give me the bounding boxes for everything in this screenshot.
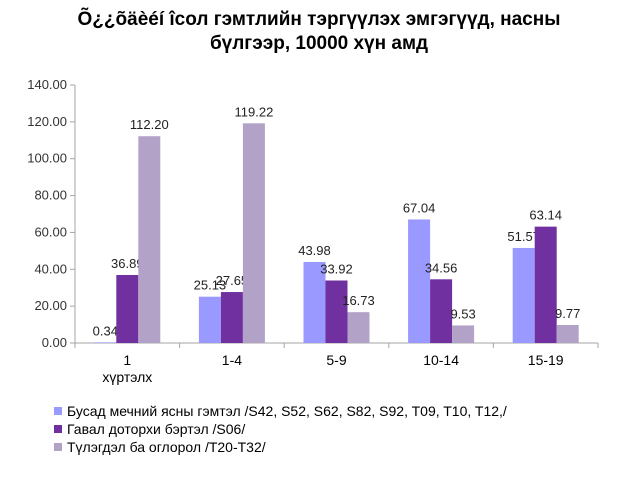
data-label-series-3: 119.22 [235,104,274,119]
y-tick-label: 60.00 [34,224,67,239]
bar-series-1 [198,296,221,343]
legend-swatch-series-1 [54,407,62,415]
data-label-series-3: 112.20 [130,117,169,132]
bar-series-2 [325,280,348,343]
legend-item-series-2: Гавал доторхи бэртэл /S06/ [54,420,507,438]
legend-swatch-series-3 [54,443,62,451]
chart-title-line-2: бүлгээр, 10000 хүн амд [209,33,429,54]
data-label-series-2: 63.14 [529,208,562,223]
legend-label-series-2: Гавал доторхи бэртэл /S06/ [67,421,246,437]
bar-series-2 [534,226,557,343]
y-tick-label: 0.00 [42,335,67,350]
y-tick-label: 120.00 [27,114,67,129]
data-label-series-1: 0.34 [93,323,118,338]
data-label-series-2: 27.65 [216,273,249,288]
data-label-series-1: 43.98 [298,243,331,258]
bar-chart: 0.00 20.00 40.00 60.00 80.00 100.00 120.00 140.… [27,77,599,385]
data-label-series-2: 34.56 [425,260,458,275]
y-tick-label: 140.00 [27,77,67,92]
data-label-series-1: 25.13 [194,278,227,293]
data-label-series-1: 67.04 [403,200,436,215]
bar-series-1 [512,247,535,343]
bar-series-2 [116,275,139,343]
x-category-label: 15-19 [528,352,564,368]
legend-label-series-3: Түлэгдэл ба оглорол /T20-T32/ [67,439,266,455]
y-tick-label: 20.00 [34,298,67,313]
bar-series-2 [430,279,453,343]
x-category-label: 1 [123,352,131,368]
data-label-series-2: 33.92 [320,261,353,276]
x-category-label: хүртэлх [102,369,152,385]
legend-item-series-1: Бусад мечний ясны гэмтэл /S42, S52, S62,… [54,402,507,420]
bar-series-3 [556,324,579,343]
data-label-series-3: 16.73 [342,293,375,308]
data-label-series-3: 9.77 [555,306,580,321]
bar-series-1 [408,219,431,343]
chart-title-line-1: Õ¿¿õäèéí îсол гэмтлийн тэргүүлэх эмгэгүү… [77,9,561,30]
y-tick-label: 80.00 [34,188,67,203]
bar-series-3 [138,136,161,343]
bar-series-3 [452,325,475,343]
bar-series-2 [220,292,243,343]
x-category-label: 1-4 [222,352,242,368]
y-tick-label: 100.00 [27,151,67,166]
bar-series-1 [303,261,326,343]
chart-legend: Бусад мечний ясны гэмтэл /S42, S52, S62,… [54,402,507,456]
data-label-series-2: 36.89 [111,256,144,271]
x-category-label: 5-9 [326,352,346,368]
data-label-series-3: 9.53 [450,306,475,321]
legend-swatch-series-2 [54,425,62,433]
bar-series-1 [94,342,117,343]
legend-item-series-3: Түлэгдэл ба оглорол /T20-T32/ [54,438,507,456]
x-category-label: 10-14 [423,352,459,368]
chart-title: Õ¿¿õäèéí îсол гэмтлийн тэргүүлэх эмгэгүү… [0,8,638,56]
bar-series-3 [347,312,370,343]
legend-label-series-1: Бусад мечний ясны гэмтэл /S42, S52, S62,… [67,403,507,419]
y-tick-label: 40.00 [34,261,67,276]
data-label-series-1: 51.57 [507,229,540,244]
bar-series-3 [242,123,265,343]
